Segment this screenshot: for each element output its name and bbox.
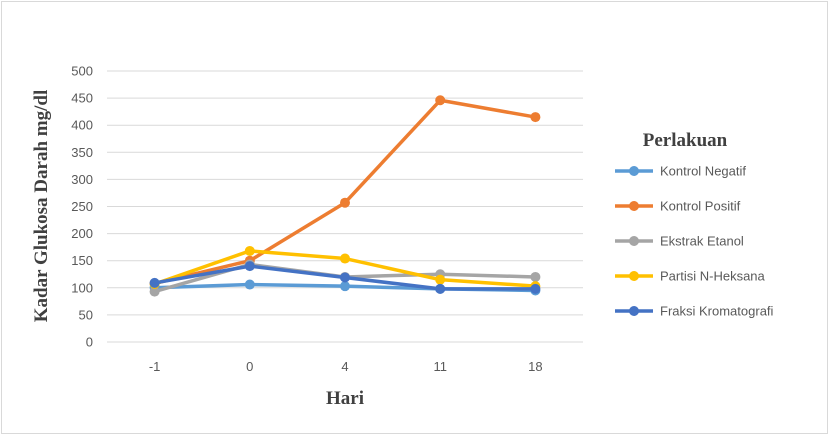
x-tick-label: 18 xyxy=(528,359,542,374)
y-tick-label: 50 xyxy=(79,307,93,322)
gridlines xyxy=(107,70,583,343)
legend-swatch-marker xyxy=(629,201,639,211)
data-point xyxy=(340,197,350,208)
x-tick-labels: -1 0 4 11 18 xyxy=(149,359,543,374)
data-point xyxy=(244,261,255,272)
x-tick-label: 4 xyxy=(341,359,348,374)
y-tick-label: 350 xyxy=(71,145,93,160)
y-tick-label: 400 xyxy=(71,118,93,133)
x-tick-label: -1 xyxy=(149,359,161,374)
x-tick-label: 0 xyxy=(246,359,253,374)
series-lines xyxy=(149,95,541,297)
legend-swatch-marker xyxy=(629,306,639,316)
y-tick-label: 150 xyxy=(71,253,93,268)
data-point xyxy=(435,283,446,294)
legend-swatch-marker xyxy=(629,271,639,281)
data-point xyxy=(340,253,350,264)
x-tick-label: 11 xyxy=(433,359,447,374)
data-point xyxy=(244,279,255,290)
data-point xyxy=(530,112,541,123)
data-point xyxy=(149,277,160,288)
y-tick-label: 500 xyxy=(71,64,93,79)
legend: Perlakuan Kontrol Negatif Kontrol Positif… xyxy=(615,130,774,319)
data-point xyxy=(435,95,446,106)
legend-swatch-marker xyxy=(629,166,639,176)
legend-label: Kontrol Positif xyxy=(660,199,741,214)
legend-swatch-marker xyxy=(629,236,639,246)
legend-title: Perlakuan xyxy=(643,130,728,151)
y-tick-label: 250 xyxy=(71,199,93,214)
x-axis-title: Hari xyxy=(326,388,364,409)
series-fraksi-kromatografi xyxy=(149,261,541,294)
data-point xyxy=(340,281,350,292)
legend-label: Fraksi Kromatografi xyxy=(660,304,774,319)
y-tick-label: 200 xyxy=(71,226,93,241)
data-point xyxy=(244,245,255,256)
data-point xyxy=(340,272,350,283)
data-point xyxy=(149,286,160,297)
data-point xyxy=(530,283,541,294)
y-tick-label: 450 xyxy=(71,91,93,106)
data-point xyxy=(435,274,446,285)
y-axis-title: Kadar Glukosa Darah mg/dl xyxy=(31,90,52,322)
legend-label: Ekstrak Etanol xyxy=(660,234,744,249)
y-tick-label: 0 xyxy=(86,335,93,350)
data-point xyxy=(530,271,541,282)
y-tick-labels: 0 50 100 150 200 250 300 350 400 450 500 xyxy=(71,64,93,350)
legend-label: Kontrol Negatif xyxy=(660,164,746,179)
y-tick-label: 100 xyxy=(71,280,93,295)
legend-label: Partisi N-Heksana xyxy=(660,269,766,284)
y-tick-label: 300 xyxy=(71,172,93,187)
